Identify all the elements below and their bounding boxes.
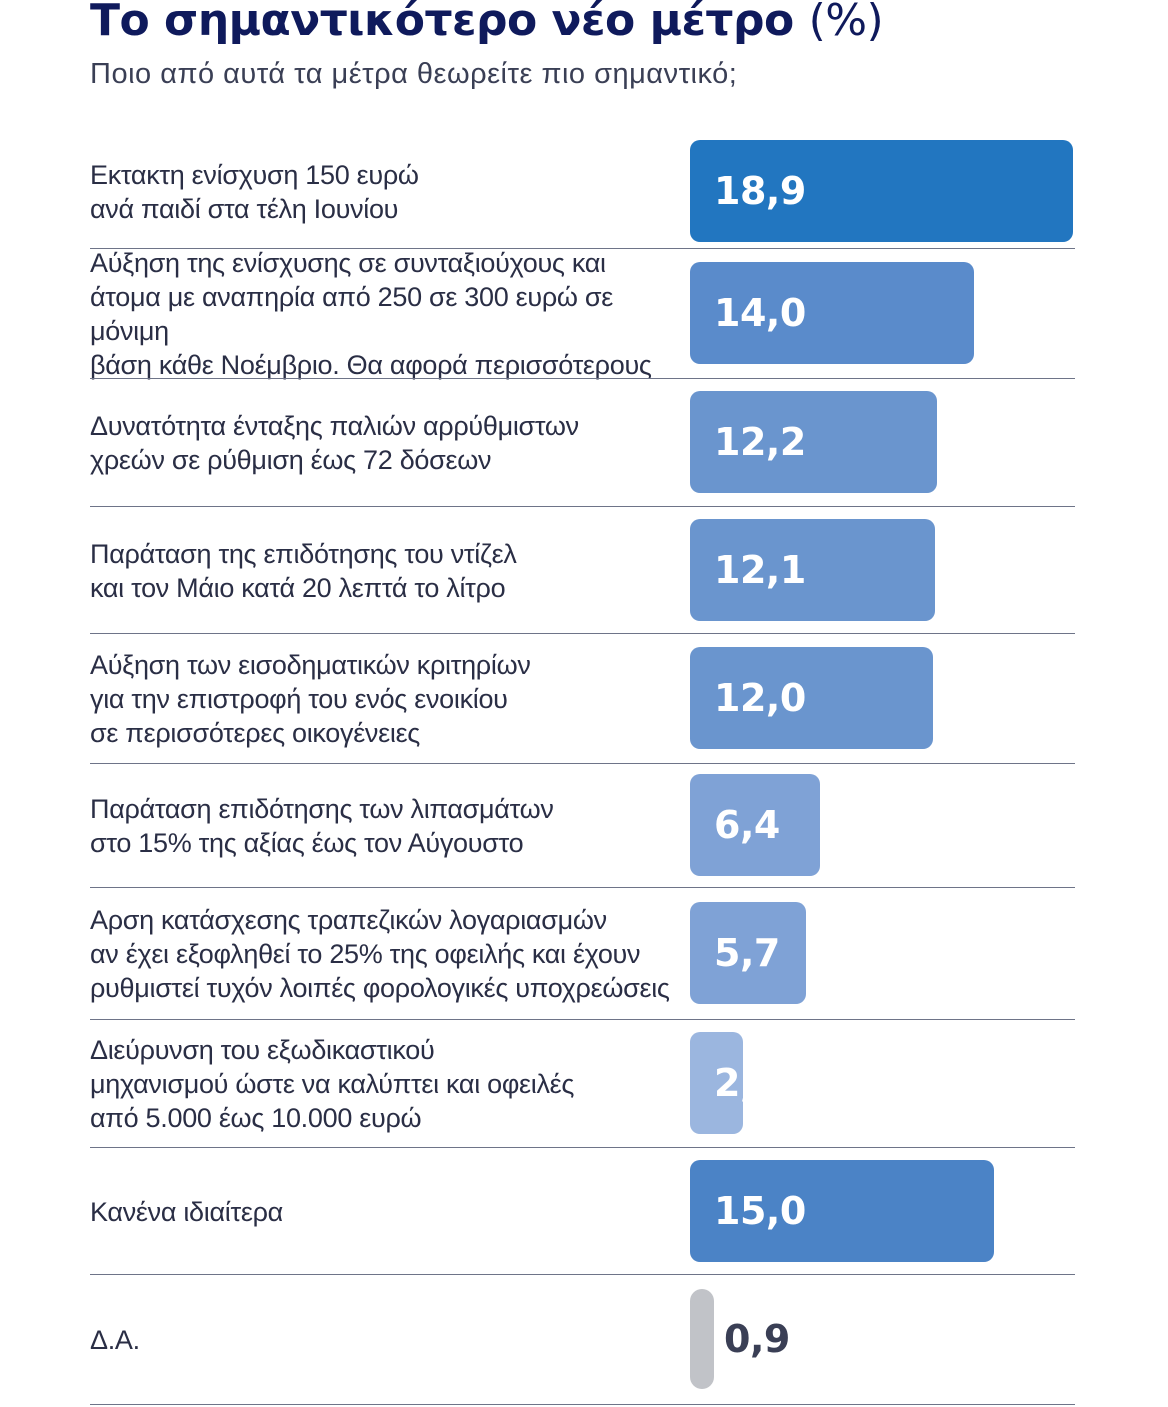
bar-row: Αύξηση της ενίσχυσης σε συνταξιούχους κα… <box>90 248 1075 380</box>
row-divider <box>90 1018 1075 1020</box>
data-label: 12,0 <box>714 676 806 720</box>
chart-title-unit: (%) <box>808 0 884 46</box>
category-label: Αύξηση των εισοδηματικών κριτηρίων για τ… <box>90 650 531 748</box>
category-label: Αύξηση της ενίσχυσης σε συνταξιούχους κα… <box>90 248 652 380</box>
category-label: Παράταση επιδότησης των λιπασμάτων στο 1… <box>90 794 554 858</box>
data-label: 6,4 <box>714 803 780 847</box>
bar: 5,7 <box>690 902 806 1004</box>
bar-row: Αρση κατάσχεσης τραπεζικών λογαριασμών α… <box>90 888 1075 1020</box>
bar: 15,0 <box>690 1160 994 1262</box>
bar-row: Εκτακτη ενίσχυση 150 ευρώ ανά παιδί στα … <box>90 135 1075 249</box>
bar: 18,9 <box>690 140 1073 242</box>
row-divider <box>90 377 1075 379</box>
category-label: Δυνατότητα ένταξης παλιών αρρύθμιστων χρ… <box>90 411 579 475</box>
data-label: 12,2 <box>714 420 806 464</box>
bar: 12,0 <box>690 647 933 749</box>
category-label: Αρση κατάσχεσης τραπεζικών λογαριασμών α… <box>90 905 670 1003</box>
row-divider <box>90 1146 1075 1148</box>
data-label: 18,9 <box>714 169 806 213</box>
data-label: 5,7 <box>714 931 780 975</box>
bar-row: Παράταση επιδότησης των λιπασμάτων στο 1… <box>90 764 1075 888</box>
row-divider <box>90 632 1075 634</box>
chart-header: Το σημαντικότερο νέο μέτρο (%) <box>90 0 1090 56</box>
bar: 12,1 <box>690 519 935 621</box>
bar: 12,2 <box>690 391 937 493</box>
bar-row: Αύξηση των εισοδηματικών κριτηρίων για τ… <box>90 634 1075 764</box>
chart-subtitle: Ποιο από αυτά τα μέτρα θεωρείτε πιο σημα… <box>90 58 738 90</box>
row-divider <box>90 247 1075 249</box>
bar: 0,9 <box>690 1289 790 1389</box>
category-label: Διεύρυνση του εξωδικαστικού μηχανισμού ώ… <box>90 1035 575 1133</box>
category-label: Κανένα ιδιαίτερα <box>90 1196 283 1227</box>
chart-title: Το σημαντικότερο νέο μέτρο (%) <box>90 0 1090 56</box>
category-label: Παράταση της επιδότησης του ντίζελ και τ… <box>90 538 517 603</box>
row-divider <box>90 1403 1075 1405</box>
data-label: 12,1 <box>714 548 806 592</box>
bar: 14,0 <box>690 262 974 364</box>
bar-row: Δυνατότητα ένταξης παλιών αρρύθμιστων χρ… <box>90 379 1075 507</box>
data-label: 14,0 <box>714 291 806 335</box>
bar: 6,4 <box>690 774 820 876</box>
bar-row: Παράταση της επιδότησης του ντίζελ και τ… <box>90 507 1075 634</box>
data-label: 15,0 <box>714 1189 806 1233</box>
data-label: 0,9 <box>724 1317 790 1361</box>
row-divider <box>90 886 1075 888</box>
category-label: Εκτακτη ενίσχυση 150 ευρώ ανά παιδί στα … <box>90 160 419 224</box>
data-label: 2,6 <box>714 1061 780 1105</box>
row-divider <box>90 762 1075 764</box>
bar-row: Διεύρυνση του εξωδικαστικού μηχανισμού ώ… <box>90 1020 1075 1148</box>
row-divider <box>90 1273 1075 1275</box>
category-label: Δ.Α. <box>90 1325 140 1355</box>
row-divider <box>90 505 1075 507</box>
bar: 2,6 <box>690 1032 780 1134</box>
bar-row: Κανένα ιδιαίτερα 15,0 <box>90 1148 1075 1275</box>
bar-row: Δ.Α. 0,9 <box>90 1275 1075 1405</box>
